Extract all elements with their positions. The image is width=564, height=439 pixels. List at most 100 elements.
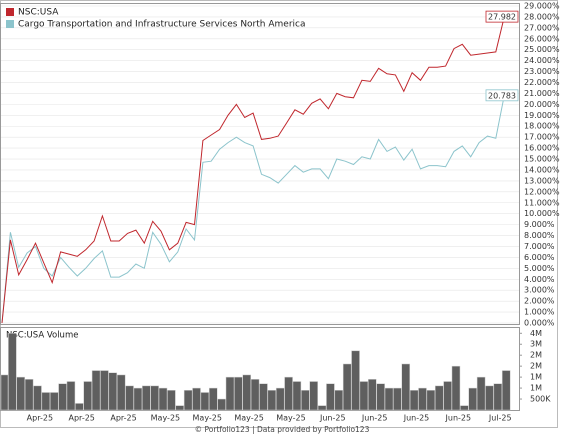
legend-swatch <box>6 20 14 28</box>
y-tick-label: 8.000% <box>524 231 555 240</box>
volume-bar <box>351 350 360 411</box>
volume-bar <box>451 365 461 411</box>
volume-bar <box>192 387 201 411</box>
series-line <box>1 16 505 324</box>
volume-bar <box>501 370 511 411</box>
y-tick-label: 19.000% <box>524 111 560 120</box>
volume-title: NSC:USA Volume <box>6 331 78 341</box>
y-tick-label: 20.000% <box>524 100 560 109</box>
y-tick-label: 9.000% <box>524 220 555 229</box>
y-tick-label: 2M <box>530 362 542 371</box>
price-panel <box>0 3 520 325</box>
x-tick-label: May-25 <box>234 414 263 423</box>
y-tick-label: 18.000% <box>524 122 560 131</box>
y-tick-label: 16.000% <box>524 144 560 153</box>
volume-bar <box>142 385 151 411</box>
chart-frame <box>0 0 558 428</box>
volume-bar <box>183 390 193 411</box>
volume-bar <box>409 390 419 411</box>
volume-bar <box>275 387 285 411</box>
y-tick-label: 3M <box>530 340 542 349</box>
volume-bar <box>342 363 352 411</box>
volume-bar <box>83 381 92 411</box>
x-tick-label: Jun-25 <box>361 414 388 423</box>
volume-bar <box>108 372 118 411</box>
volume-panel <box>0 327 520 411</box>
volume-bar <box>418 387 427 411</box>
volume-bar <box>41 392 51 411</box>
y-tick-label: 11.000% <box>524 198 560 207</box>
y-tick-label: 28.000% <box>524 12 560 21</box>
y-tick-label: 6.000% <box>524 253 555 262</box>
y-tick-label: 5.000% <box>524 264 555 273</box>
volume-bar <box>242 374 251 411</box>
y-tick-label: 4M <box>530 329 542 338</box>
volume-bar <box>401 363 411 411</box>
end-label-box <box>485 89 519 102</box>
volume-bar <box>368 379 377 411</box>
y-tick-label: 4.000% <box>524 275 555 284</box>
x-tick-label: May-25 <box>151 414 180 423</box>
x-tick-label: Jun-25 <box>445 414 472 423</box>
volume-bar <box>175 405 185 411</box>
volume-bar <box>426 390 436 411</box>
volume-bar <box>66 381 76 411</box>
y-tick-label: 23.000% <box>524 67 560 76</box>
x-tick-label: Apr-25 <box>110 414 136 423</box>
x-tick-label: May-25 <box>193 414 222 423</box>
volume-bar <box>91 370 101 411</box>
y-tick-label: 12.000% <box>524 187 560 196</box>
x-tick-label: Jul-25 <box>488 414 512 423</box>
volume-bar <box>460 405 469 411</box>
volume-bar <box>158 387 168 411</box>
end-label: 27.982 <box>488 13 516 22</box>
y-tick-label: 29.000% <box>524 2 560 11</box>
x-tick-label: Apr-25 <box>27 414 53 423</box>
volume-bar <box>393 387 402 411</box>
y-tick-label: 21.000% <box>524 89 560 98</box>
volume-bar <box>267 390 277 411</box>
volume-bar <box>485 385 494 411</box>
volume-bar <box>209 387 218 411</box>
volume-bar <box>234 376 243 411</box>
y-tick-label: 15.000% <box>524 155 560 164</box>
series-line <box>1 95 505 324</box>
volume-bar <box>100 370 109 411</box>
volume-bar <box>58 383 67 411</box>
y-tick-label: 7.000% <box>524 242 555 251</box>
legend-label: NSC:USA <box>18 8 59 18</box>
y-tick-label: 1M <box>530 373 542 382</box>
y-tick-label: 26.000% <box>524 34 560 43</box>
y-tick-label: 27.000% <box>524 23 560 32</box>
volume-bar <box>317 405 327 411</box>
y-tick-label: 17.000% <box>524 133 560 142</box>
volume-bar <box>49 392 59 411</box>
volume-bar <box>225 376 235 411</box>
volume-bar <box>125 385 134 411</box>
volume-bar <box>133 387 143 411</box>
volume-bar <box>468 387 477 411</box>
end-label: 20.783 <box>488 91 516 100</box>
volume-bar <box>200 392 210 411</box>
volume-bar <box>217 398 226 411</box>
volume-bar <box>309 381 318 411</box>
y-tick-label: 14.000% <box>524 165 560 174</box>
volume-bar <box>301 390 310 411</box>
legend-swatch <box>6 8 14 16</box>
y-tick-label: 2M <box>530 351 542 360</box>
volume-bar <box>150 385 159 411</box>
volume-bar <box>493 383 503 411</box>
x-tick-label: Apr-25 <box>68 414 94 423</box>
y-tick-label: 22.000% <box>524 78 560 87</box>
y-tick-label: 1M <box>530 384 542 393</box>
y-tick-label: 25.000% <box>524 45 560 54</box>
volume-bar <box>167 390 176 411</box>
footer: © Portfolio123 | Data provided by Portfo… <box>195 425 370 434</box>
volume-bar <box>75 403 84 411</box>
volume-bar <box>434 385 444 411</box>
volume-bar <box>16 376 25 411</box>
volume-bar <box>250 379 260 411</box>
volume-bar <box>8 333 17 411</box>
y-tick-label: 3.000% <box>524 286 555 295</box>
